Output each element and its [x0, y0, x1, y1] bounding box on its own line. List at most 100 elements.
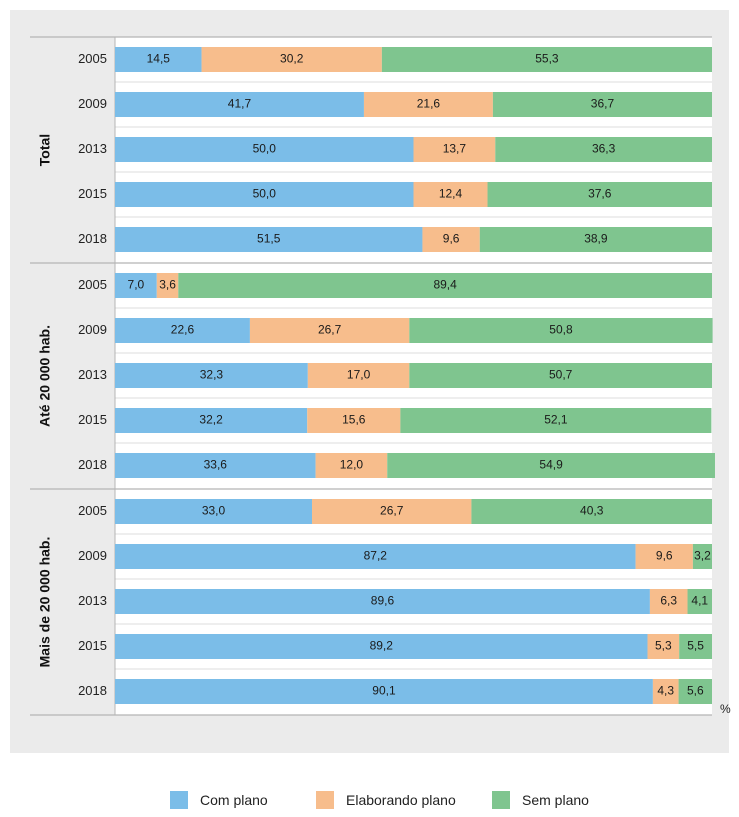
year-tick-label: 2005: [78, 277, 107, 292]
data-label: 55,3: [535, 52, 559, 66]
bar-segment: [115, 318, 250, 343]
bar-segment: [647, 634, 680, 659]
bar-segment: [687, 589, 712, 614]
bar-segment: [422, 227, 480, 252]
year-tick-label: 2015: [78, 638, 107, 653]
data-label: 9,6: [656, 549, 673, 563]
bar-segment: [178, 273, 713, 298]
bar-segment: [115, 544, 636, 569]
year-tick-label: 2009: [78, 322, 107, 337]
data-label: 36,7: [591, 97, 615, 111]
data-label: 50,8: [549, 323, 573, 337]
data-label: 90,1: [372, 684, 396, 698]
bar-segment: [312, 499, 472, 524]
data-label: 51,5: [257, 232, 281, 246]
data-label: 89,4: [433, 278, 457, 292]
bar-segment: [115, 273, 157, 298]
data-label: 33,6: [204, 458, 228, 472]
bar-segment: [649, 589, 688, 614]
bar-segment: [492, 92, 712, 117]
bar-segment: [479, 227, 712, 252]
bar-segment: [381, 47, 712, 72]
data-label: 37,6: [588, 187, 612, 201]
bar-segment: [115, 92, 364, 117]
data-label: 89,2: [370, 639, 394, 653]
year-tick-label: 2013: [78, 593, 107, 608]
data-label: 52,1: [544, 413, 568, 427]
bar-segment: [409, 318, 713, 343]
data-label: 15,6: [342, 413, 366, 427]
bar-segment: [413, 137, 496, 162]
data-label: 21,6: [417, 97, 441, 111]
group-label: Mais de 20 000 hab.: [37, 537, 53, 668]
year-tick-label: 2005: [78, 51, 107, 66]
data-label: 32,3: [200, 368, 224, 382]
data-label: 6,3: [660, 594, 677, 608]
bar-segment: [652, 679, 679, 704]
data-label: 4,1: [691, 594, 708, 608]
bar-segment: [115, 182, 414, 207]
data-label: 26,7: [380, 504, 404, 518]
legend-label-com-plano: Com plano: [200, 792, 268, 808]
data-label: 41,7: [228, 97, 252, 111]
bar-segment: [387, 453, 715, 478]
bar-segment: [471, 499, 712, 524]
year-tick-label: 2018: [78, 457, 107, 472]
data-label: 32,2: [199, 413, 223, 427]
year-tick-label: 2018: [78, 231, 107, 246]
legend-label-sem-plano: Sem plano: [522, 792, 589, 808]
legend: Com plano Elaborando plano Sem plano: [0, 788, 739, 812]
year-tick-label: 2013: [78, 367, 107, 382]
bar-segment: [115, 589, 650, 614]
data-label: 36,3: [592, 142, 616, 156]
bar-segment: [115, 453, 316, 478]
group-label: Total: [37, 134, 53, 166]
bar-segment: [678, 679, 712, 704]
data-label: 13,7: [443, 142, 467, 156]
data-label: 40,3: [580, 504, 604, 518]
data-label: 17,0: [347, 368, 371, 382]
data-label: 14,5: [147, 52, 171, 66]
data-label: 12,0: [340, 458, 364, 472]
bar-segment: [201, 47, 382, 72]
data-label: 5,5: [687, 639, 704, 653]
group-label: Até 20 000 hab.: [37, 325, 53, 427]
data-label: 33,0: [202, 504, 226, 518]
bar-segment: [679, 634, 712, 659]
year-tick-label: 2015: [78, 412, 107, 427]
legend-swatch-sem-plano: [492, 791, 510, 809]
year-tick-label: 2005: [78, 503, 107, 518]
data-label: 50,0: [253, 187, 277, 201]
data-label: 22,6: [171, 323, 195, 337]
stacked-bar-chart: Total 2005 14,5 30,2 55,3 2009 41,7 21,6 36,7 201…: [30, 36, 731, 716]
year-tick-label: 2013: [78, 141, 107, 156]
data-label: 26,7: [318, 323, 342, 337]
bar-segment: [315, 453, 388, 478]
bar-segment: [307, 363, 410, 388]
data-label: 89,6: [371, 594, 395, 608]
bar-segment: [115, 227, 423, 252]
bar-segment: [115, 634, 648, 659]
bar-segment: [487, 182, 712, 207]
data-label: 7,0: [128, 278, 145, 292]
bar-segment: [363, 92, 493, 117]
data-label: 3,2: [694, 549, 711, 563]
data-label: 54,9: [539, 458, 563, 472]
bar-segment: [115, 47, 202, 72]
data-label: 5,6: [687, 684, 704, 698]
legend-swatch-elaborando-plano: [316, 791, 334, 809]
data-label: 50,0: [253, 142, 277, 156]
bar-segment: [409, 363, 712, 388]
year-tick-label: 2009: [78, 548, 107, 563]
data-label: 3,6: [159, 278, 176, 292]
bar-segment: [249, 318, 410, 343]
year-tick-label: 2018: [78, 683, 107, 698]
data-label: 50,7: [549, 368, 573, 382]
bar-segment: [115, 363, 308, 388]
legend-swatch-com-plano: [170, 791, 188, 809]
unit-label: %: [720, 702, 731, 716]
data-label: 87,2: [364, 549, 388, 563]
legend-label-elaborando-plano: Elaborando plano: [346, 792, 456, 808]
data-label: 38,9: [584, 232, 608, 246]
